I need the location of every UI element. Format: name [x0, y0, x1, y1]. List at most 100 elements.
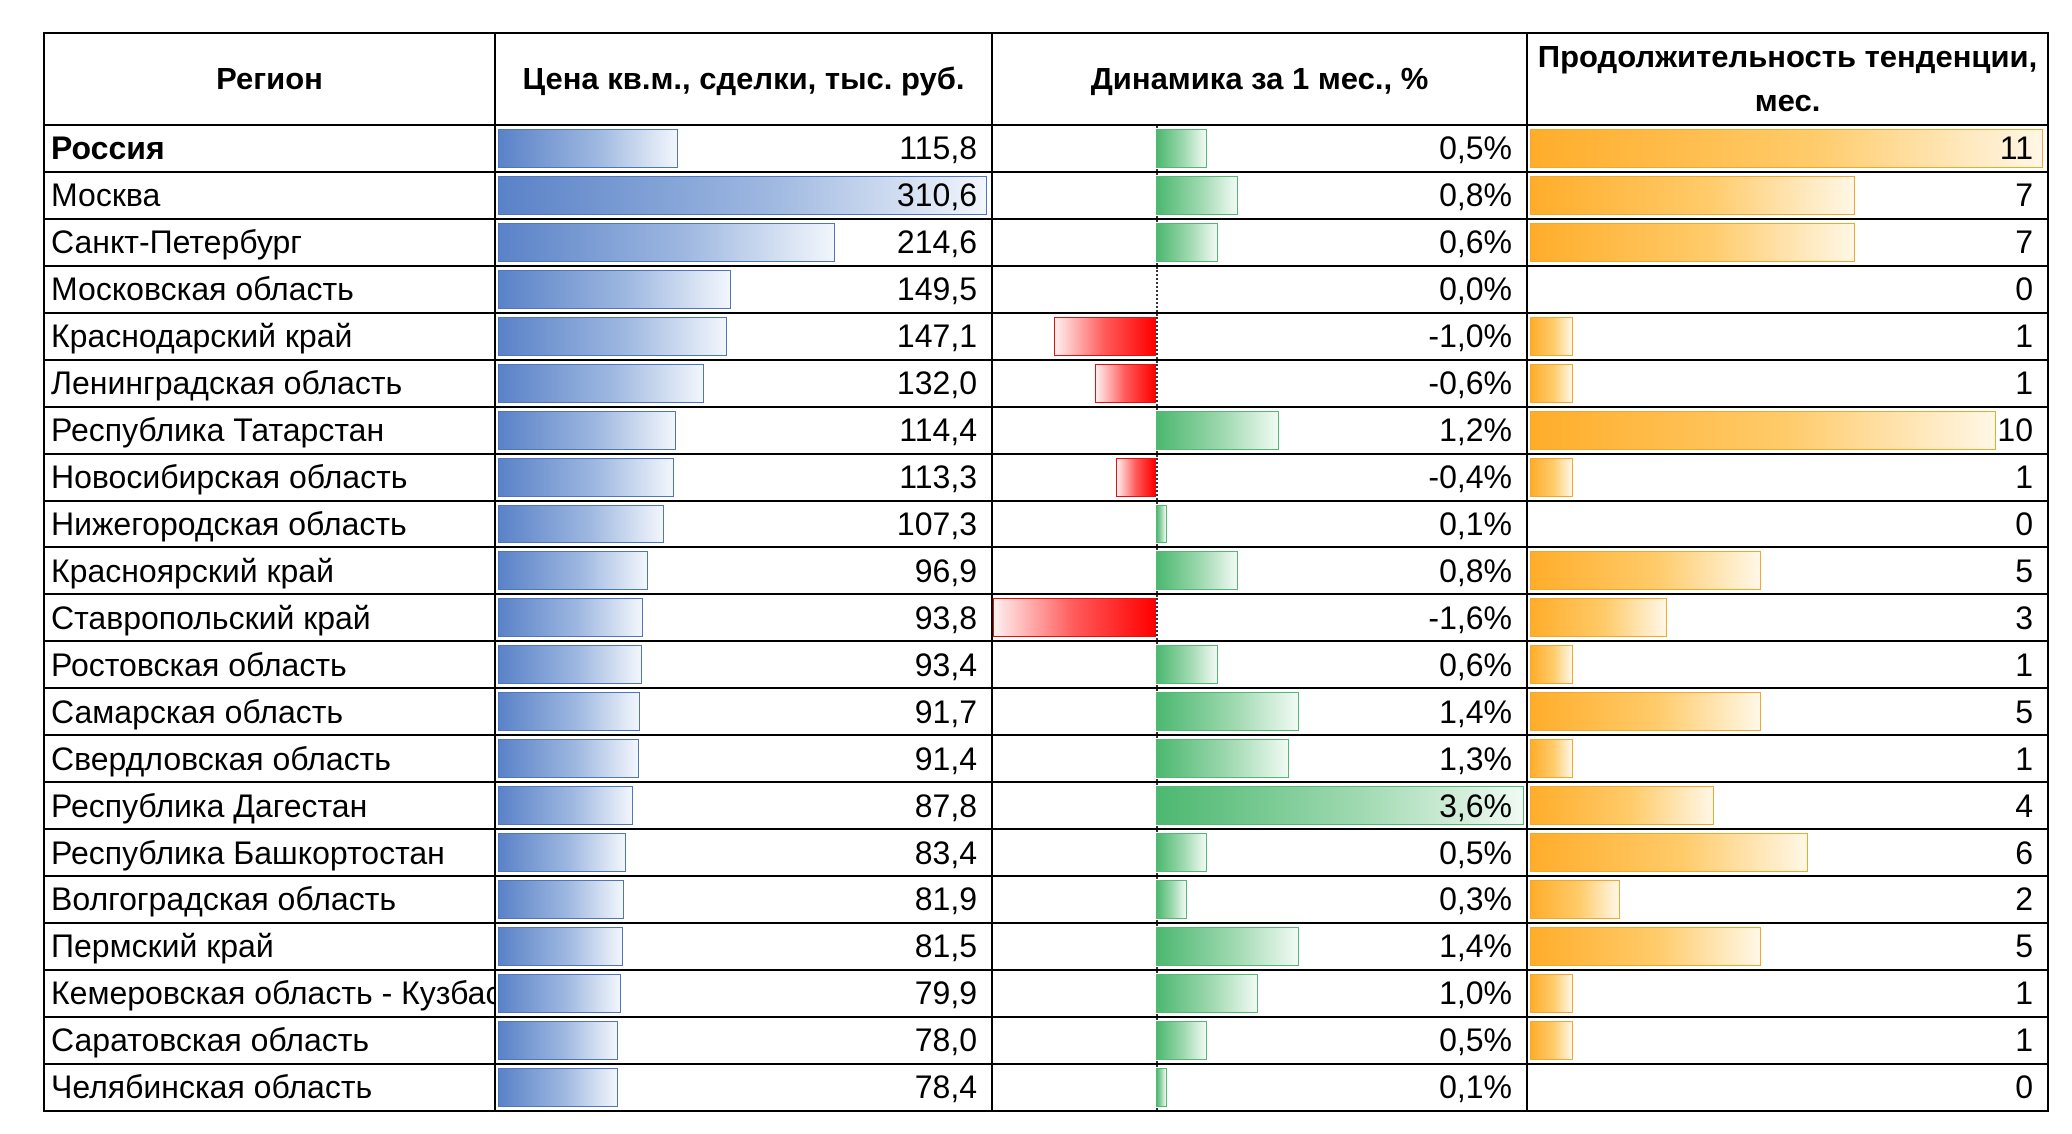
- price-cell: 310,6: [494, 170, 993, 220]
- price-value: 115,8: [899, 130, 977, 167]
- duration-cell: 5: [1526, 687, 2049, 737]
- table-row: Ростовская область 93,4 0,6% 1: [43, 640, 2049, 690]
- price-value: 114,4: [899, 412, 977, 449]
- header-change: Динамика за 1 мес., %: [991, 32, 1528, 126]
- table-row: Краснодарский край 147,1 -1,0% 1: [43, 311, 2049, 361]
- duration-bar: [1530, 880, 1620, 919]
- duration-bar: [1530, 739, 1573, 779]
- table-body: Россия 115,8 0,5% 11 Москва 310,6 0,8% 7 Санкт-П…: [43, 124, 2049, 1113]
- price-value: 107,3: [896, 505, 977, 542]
- duration-bar: [1530, 833, 1808, 872]
- duration-cell: 3: [1526, 593, 2049, 643]
- region-cell: Самарская область: [43, 687, 496, 737]
- change-bar-positive: [1156, 880, 1187, 919]
- price-cell: 93,4: [494, 640, 993, 690]
- price-cell: 78,4: [494, 1062, 993, 1113]
- duration-cell: 10: [1526, 405, 2049, 455]
- table-row: Саратовская область 78,0 0,5% 1: [43, 1015, 2049, 1065]
- duration-value: 0: [2015, 505, 2033, 542]
- duration-cell: 0: [1526, 499, 2049, 549]
- change-cell: -0,4%: [991, 452, 1528, 502]
- duration-bar: [1530, 973, 1573, 1013]
- table-row: Россия 115,8 0,5% 11: [43, 124, 2049, 173]
- change-value: 0,5%: [1439, 834, 1512, 871]
- region-cell: Краснодарский край: [43, 311, 496, 361]
- price-bar: [498, 739, 640, 779]
- region-cell: Новосибирская область: [43, 452, 496, 502]
- price-cell: 132,0: [494, 358, 993, 408]
- duration-value: 1: [2015, 318, 2033, 355]
- header-duration: Продолжительность тенденции, мес.: [1526, 32, 2049, 126]
- price-value: 78,0: [914, 1022, 977, 1059]
- duration-cell: 0: [1526, 264, 2049, 314]
- header-row: Регион Цена кв.м., сделки, тыс. руб. Дин…: [43, 32, 2049, 126]
- change-cell: 1,0%: [991, 968, 1528, 1018]
- duration-cell: 1: [1526, 358, 2049, 408]
- region-cell: Москва: [43, 170, 496, 220]
- change-value: -1,6%: [1428, 599, 1512, 636]
- price-bar: [498, 1067, 619, 1107]
- change-bar-positive: [1156, 1020, 1208, 1060]
- change-bar-positive: [1156, 645, 1218, 685]
- duration-bar: [1530, 645, 1573, 685]
- table-row: Ленинградская область 132,0 -0,6% 1: [43, 358, 2049, 408]
- price-value: 147,1: [896, 318, 977, 355]
- price-bar: [498, 222, 835, 262]
- duration-cell: 7: [1526, 217, 2049, 267]
- zero-axis: [1156, 361, 1159, 405]
- price-value: 91,7: [914, 693, 977, 730]
- table-row: Челябинская область 78,4 0,1% 0: [43, 1062, 2049, 1113]
- change-bar-positive: [1156, 222, 1218, 262]
- price-bar: [498, 175, 987, 215]
- duration-cell: 1: [1526, 640, 2049, 690]
- change-value: -0,6%: [1428, 365, 1512, 402]
- change-bar-positive: [1156, 692, 1300, 732]
- region-cell: Пермский край: [43, 921, 496, 971]
- data-table: Регион Цена кв.м., сделки, тыс. руб. Дин…: [43, 32, 2049, 1113]
- price-cell: 214,6: [494, 217, 993, 267]
- price-value: 87,8: [914, 787, 977, 824]
- price-bar: [498, 269, 732, 309]
- zero-axis: [1156, 314, 1159, 358]
- price-bar: [498, 598, 643, 638]
- price-value: 91,4: [914, 740, 977, 777]
- price-cell: 149,5: [494, 264, 993, 314]
- price-bar: [498, 410, 676, 450]
- region-cell: Свердловская область: [43, 734, 496, 784]
- price-bar: [498, 316, 728, 356]
- region-cell: Челябинская область: [43, 1062, 496, 1113]
- change-bar-positive: [1156, 551, 1239, 591]
- duration-cell: 0: [1526, 1062, 2049, 1113]
- region-cell: Волгоградская область: [43, 875, 496, 924]
- duration-cell: 1: [1526, 311, 2049, 361]
- table-row: Республика Башкортостан 83,4 0,5% 6: [43, 828, 2049, 877]
- duration-cell: 1: [1526, 734, 2049, 784]
- price-bar: [498, 363, 704, 403]
- duration-bar: [1530, 363, 1573, 403]
- price-cell: 93,8: [494, 593, 993, 643]
- duration-cell: 1: [1526, 1015, 2049, 1065]
- region-cell: Кемеровская область - Кузбасс: [43, 968, 496, 1018]
- price-value: 214,6: [896, 224, 977, 261]
- region-cell: Республика Дагестан: [43, 781, 496, 831]
- price-cell: 91,4: [494, 734, 993, 784]
- duration-bar: [1530, 926, 1761, 966]
- duration-bar: [1530, 786, 1714, 826]
- duration-value: 1: [2015, 365, 2033, 402]
- duration-bar: [1530, 316, 1573, 356]
- duration-cell: 5: [1526, 546, 2049, 596]
- change-value: 0,8%: [1439, 552, 1512, 589]
- price-cell: 91,7: [494, 687, 993, 737]
- table-row: Санкт-Петербург 214,6 0,6% 7: [43, 217, 2049, 267]
- duration-value: 7: [2015, 224, 2033, 261]
- change-cell: 1,2%: [991, 405, 1528, 455]
- duration-cell: 6: [1526, 828, 2049, 877]
- region-cell: Республика Татарстан: [43, 405, 496, 455]
- region-cell: Красноярский край: [43, 546, 496, 596]
- duration-cell: 2: [1526, 875, 2049, 924]
- change-cell: -1,6%: [991, 593, 1528, 643]
- price-cell: 81,9: [494, 875, 993, 924]
- change-cell: 0,5%: [991, 828, 1528, 877]
- region-cell: Республика Башкортостан: [43, 828, 496, 877]
- price-value: 310,6: [896, 177, 977, 214]
